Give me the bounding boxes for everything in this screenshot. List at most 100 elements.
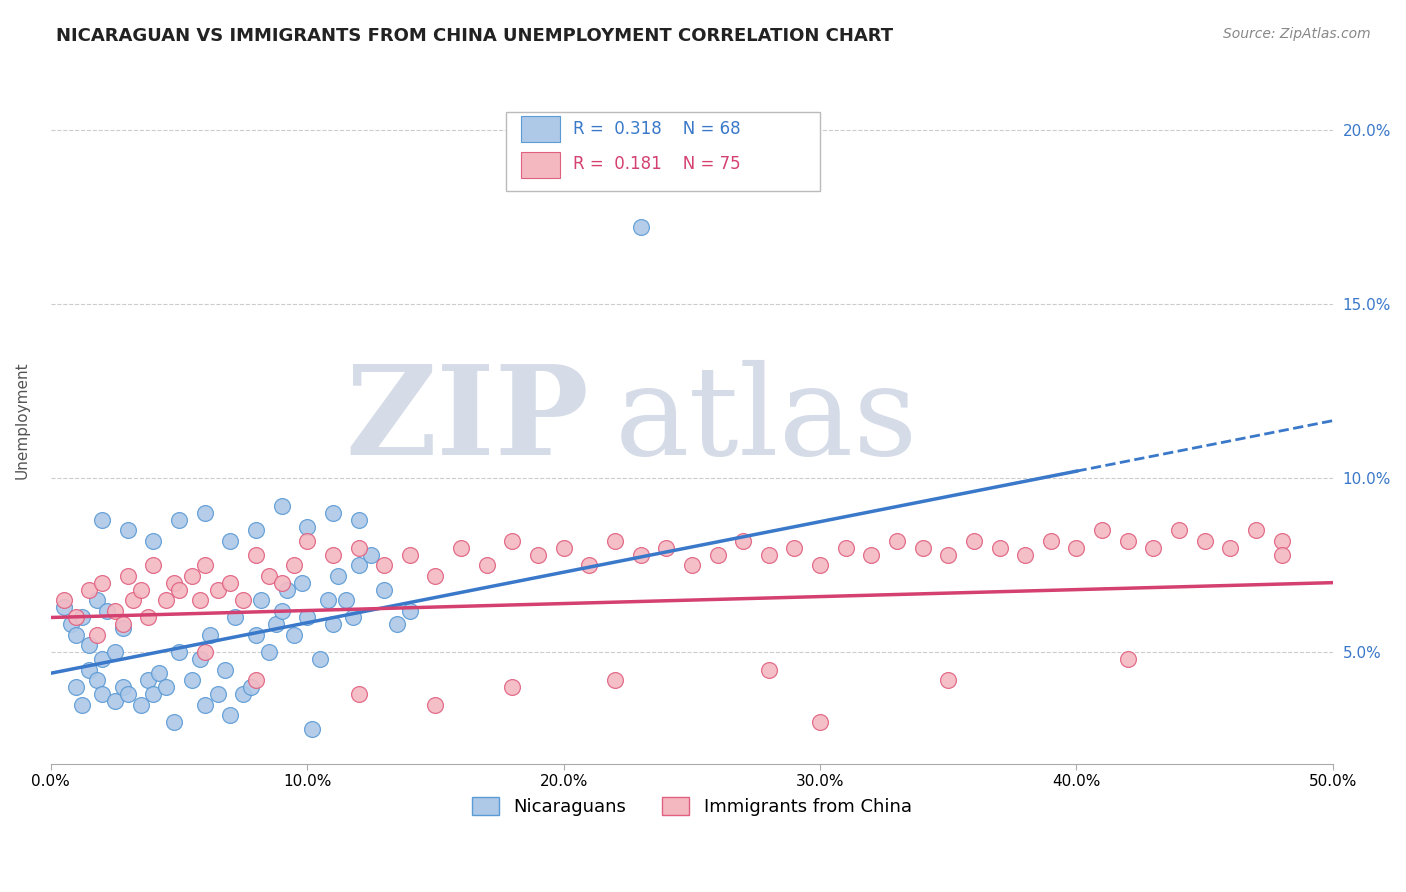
Point	[257, 645, 280, 659]
Y-axis label: Unemployment: Unemployment	[15, 362, 30, 479]
Point	[886, 533, 908, 548]
Point	[91, 575, 114, 590]
Point	[91, 652, 114, 666]
Point	[297, 533, 319, 548]
Point	[266, 617, 288, 632]
Point	[936, 548, 959, 562]
Point	[52, 593, 75, 607]
Point	[342, 610, 364, 624]
Point	[167, 582, 190, 597]
Point	[194, 558, 217, 573]
Point	[188, 652, 211, 666]
Point	[398, 548, 420, 562]
Point	[65, 680, 87, 694]
Text: R =  0.318    N = 68: R = 0.318 N = 68	[572, 120, 741, 137]
FancyBboxPatch shape	[522, 152, 560, 178]
Text: NICARAGUAN VS IMMIGRANTS FROM CHINA UNEMPLOYMENT CORRELATION CHART: NICARAGUAN VS IMMIGRANTS FROM CHINA UNEM…	[56, 27, 893, 45]
Point	[65, 610, 87, 624]
Point	[129, 698, 152, 712]
Point	[1168, 524, 1191, 538]
Point	[65, 628, 87, 642]
Point	[326, 568, 349, 582]
Point	[347, 687, 370, 701]
Point	[808, 714, 831, 729]
Point	[155, 680, 177, 694]
Point	[117, 524, 139, 538]
Point	[553, 541, 575, 555]
Point	[360, 548, 382, 562]
Point	[1244, 524, 1267, 538]
Point	[188, 593, 211, 607]
Point	[129, 582, 152, 597]
Point	[297, 520, 319, 534]
Point	[224, 610, 246, 624]
Point	[91, 687, 114, 701]
Point	[117, 568, 139, 582]
Point	[316, 593, 339, 607]
Point	[52, 600, 75, 615]
Point	[808, 558, 831, 573]
Point	[297, 610, 319, 624]
Point	[835, 541, 858, 555]
Point	[142, 687, 165, 701]
Point	[163, 714, 186, 729]
Point	[347, 541, 370, 555]
Point	[322, 617, 344, 632]
Text: Source: ZipAtlas.com: Source: ZipAtlas.com	[1223, 27, 1371, 41]
Point	[104, 694, 127, 708]
Point	[111, 617, 134, 632]
Text: R =  0.181    N = 75: R = 0.181 N = 75	[572, 155, 741, 173]
Point	[122, 593, 145, 607]
Point	[245, 673, 267, 688]
Point	[783, 541, 806, 555]
Point	[167, 513, 190, 527]
Point	[630, 220, 652, 235]
Point	[1091, 524, 1114, 538]
Point	[1039, 533, 1062, 548]
Point	[291, 575, 314, 590]
Point	[1116, 652, 1139, 666]
Point	[198, 628, 221, 642]
Point	[655, 541, 678, 555]
Point	[245, 548, 267, 562]
Point	[239, 680, 262, 694]
Point	[322, 506, 344, 520]
Point	[79, 638, 101, 652]
Point	[104, 603, 127, 617]
Point	[1066, 541, 1088, 555]
Point	[501, 533, 523, 548]
Point	[450, 541, 472, 555]
Point	[758, 663, 780, 677]
Point	[86, 593, 108, 607]
Point	[79, 582, 101, 597]
Point	[373, 582, 395, 597]
Point	[301, 722, 323, 736]
Point	[425, 568, 447, 582]
Point	[136, 673, 159, 688]
Point	[398, 603, 420, 617]
Point	[347, 513, 370, 527]
Point	[180, 673, 202, 688]
Text: atlas: atlas	[614, 360, 918, 481]
Point	[603, 673, 626, 688]
Point	[501, 680, 523, 694]
Point	[111, 621, 134, 635]
Point	[1194, 533, 1216, 548]
Point	[706, 548, 728, 562]
Point	[1142, 541, 1164, 555]
Point	[681, 558, 703, 573]
FancyBboxPatch shape	[522, 116, 560, 143]
Point	[245, 524, 267, 538]
Point	[283, 558, 305, 573]
Point	[163, 575, 186, 590]
Point	[758, 548, 780, 562]
Point	[155, 593, 177, 607]
Point	[96, 603, 118, 617]
Point	[70, 610, 93, 624]
Point	[219, 575, 242, 590]
Point	[1014, 548, 1036, 562]
Point	[232, 593, 254, 607]
Point	[630, 548, 652, 562]
Point	[309, 652, 332, 666]
Point	[104, 645, 127, 659]
